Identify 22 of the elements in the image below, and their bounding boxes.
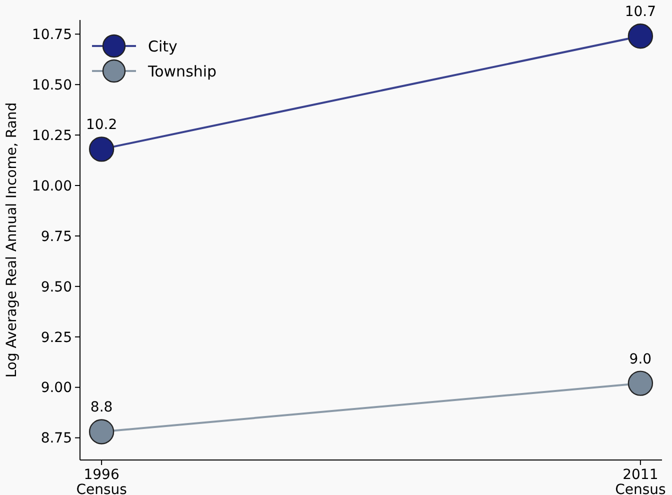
y-tick-label: 10.75 [32, 27, 72, 44]
y-tick-label: 9.00 [40, 380, 72, 396]
point [88, 419, 114, 444]
point [88, 136, 114, 162]
data-label: 9.0 [629, 351, 652, 368]
y-tick-label: 10.25 [32, 128, 72, 144]
y-tick-label: 9.50 [40, 279, 72, 296]
x-tick-label: 2011 Census [615, 467, 666, 495]
y-tick-label: 10.00 [32, 178, 72, 194]
y-axis-title: Log Average Real Annual Income, Rand [4, 102, 20, 378]
y-tick-label: 9.25 [40, 330, 72, 346]
point [628, 370, 654, 396]
point [628, 24, 654, 49]
legend-label: City [148, 37, 178, 56]
y-tick-label: 9.75 [40, 228, 72, 245]
data-label: 10.7 [624, 4, 656, 20]
x-tick-label: 1996 Census [76, 467, 127, 495]
data-label: 8.8 [90, 400, 113, 416]
y-tick-label: 8.75 [40, 430, 72, 447]
legend-label: Township [147, 62, 217, 80]
y-tick-label: 10.50 [32, 77, 72, 94]
data-label: 10.2 [86, 117, 118, 134]
